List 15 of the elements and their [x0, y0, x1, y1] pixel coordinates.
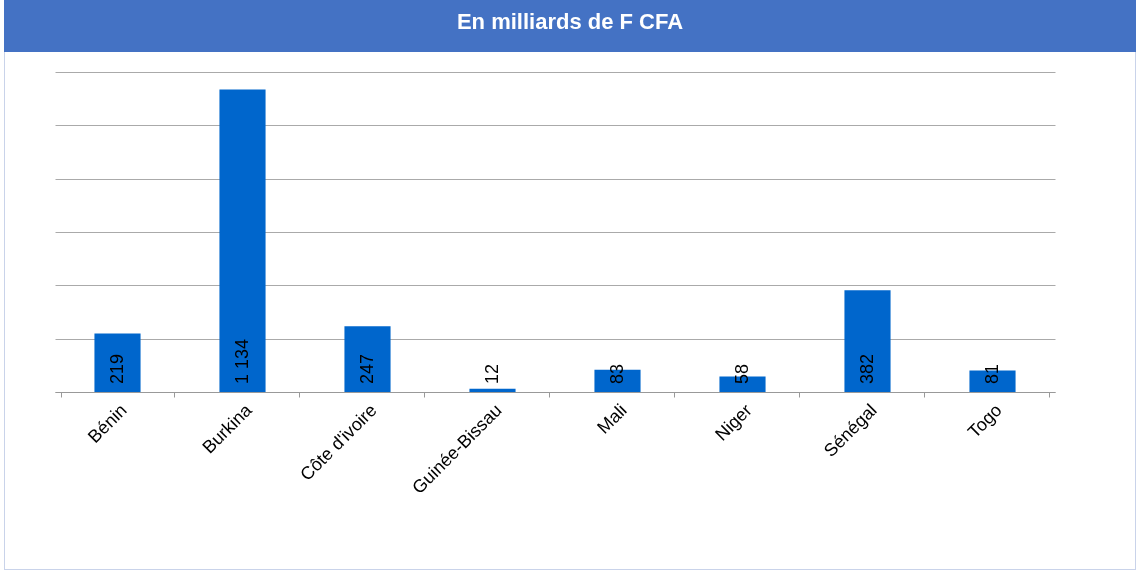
data-label: 219 — [106, 353, 127, 384]
data-label: 382 — [856, 353, 877, 384]
bar — [219, 89, 266, 392]
data-label: 1 134 — [231, 338, 252, 384]
data-label: 81 — [981, 363, 1002, 384]
bar — [844, 290, 891, 392]
data-label: 83 — [606, 363, 627, 384]
bar — [469, 388, 516, 392]
bar — [94, 333, 141, 392]
bar — [344, 326, 391, 392]
chart-title: En milliards de F CFA — [4, 0, 1136, 52]
x-tick-label: Togo — [963, 400, 1006, 442]
data-label: 247 — [356, 353, 377, 384]
data-label: 12 — [481, 363, 502, 384]
data-label: 58 — [731, 363, 752, 384]
